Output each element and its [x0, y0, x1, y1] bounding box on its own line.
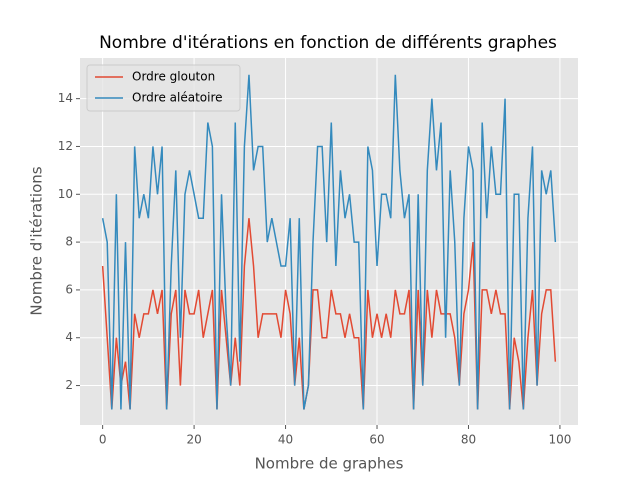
series-line — [101, 74, 557, 410]
y-tick-label: 14 — [58, 91, 73, 105]
x-tick-label: 80 — [461, 433, 476, 447]
x-axis-label: Nombre de graphes — [255, 455, 404, 473]
x-tick-label: 0 — [99, 433, 107, 447]
y-tick-label: 6 — [65, 282, 73, 296]
legend-label: Ordre glouton — [132, 70, 215, 84]
x-tick-label: 100 — [548, 433, 571, 447]
y-axis-label: Nombre d'itérations — [28, 166, 46, 315]
y-tick-label: 10 — [58, 187, 73, 201]
y-tick-label: 8 — [65, 235, 73, 249]
y-tick-label: 2 — [65, 378, 73, 392]
series-line — [101, 218, 557, 410]
x-tick-label: 60 — [369, 433, 384, 447]
legend-label: Ordre aléatoire — [132, 91, 223, 105]
y-tick-label: 12 — [58, 139, 73, 153]
chart-title: Nombre d'itérations en fonction de diffé… — [99, 33, 557, 53]
y-tick-label: 4 — [65, 330, 73, 344]
x-tick-label: 20 — [186, 433, 201, 447]
plot-area — [80, 58, 578, 425]
x-tick-label: 40 — [278, 433, 293, 447]
legend-box — [86, 64, 241, 112]
